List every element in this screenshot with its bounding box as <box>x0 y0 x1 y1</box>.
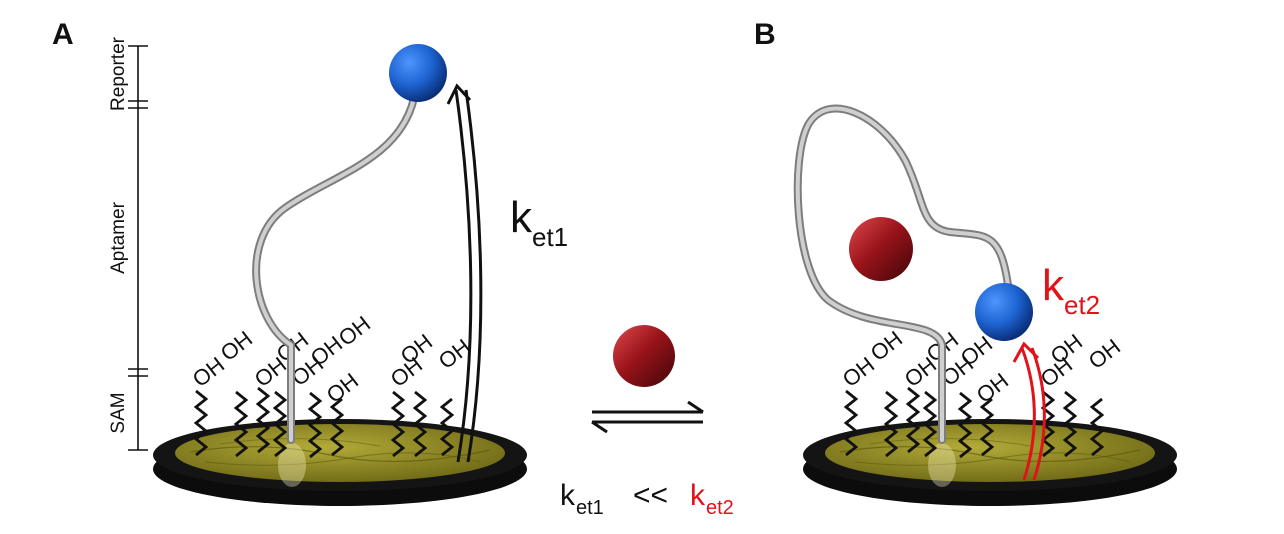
svg-text:et2: et2 <box>1064 290 1100 320</box>
svg-text:k: k <box>690 479 706 512</box>
redox-reporter-a <box>389 44 447 102</box>
free-target-molecule <box>613 325 675 387</box>
scale-bar <box>128 45 148 451</box>
svg-text:OH: OH <box>216 326 257 366</box>
panel-label-a: A <box>52 18 74 51</box>
svg-text:<<: << <box>633 479 668 512</box>
svg-text:OH: OH <box>972 368 1013 408</box>
svg-text:OH: OH <box>188 352 229 392</box>
scale-label-sam: SAM <box>108 392 129 433</box>
gold-electrode-a <box>153 419 527 506</box>
svg-text:et1: et1 <box>532 222 568 252</box>
scale-label-reporter: Reporter <box>108 36 129 111</box>
scale-label-aptamer: Aptamer <box>108 201 129 273</box>
oh-group-a: OH OH OH OH OH OH OH OH OH OH OH <box>188 311 475 408</box>
electron-transfer-arrow-a <box>446 83 483 463</box>
equilibrium-arrows <box>591 400 704 434</box>
panel-label-b: B <box>754 18 776 51</box>
svg-text:k: k <box>510 193 533 242</box>
svg-text:OH: OH <box>838 352 879 392</box>
svg-text:OH: OH <box>1084 334 1125 374</box>
svg-text:k: k <box>1042 261 1065 310</box>
bound-target-molecule <box>849 217 913 281</box>
electron-transfer-arrow-b <box>1012 341 1046 481</box>
svg-text:OH: OH <box>322 368 363 408</box>
redox-reporter-b <box>975 283 1033 341</box>
svg-text:OH: OH <box>866 326 907 366</box>
svg-text:k: k <box>560 479 576 512</box>
rate-label-a: k et1 <box>510 193 568 252</box>
aptamer-strand-b <box>793 104 1012 444</box>
sam-layer-a <box>193 386 455 459</box>
oh-group-b: OH OH OH OH OH OH OH OH OH OH <box>838 326 1125 408</box>
rate-label-b: k et2 <box>1042 261 1100 320</box>
sam-layer-b <box>843 386 1105 459</box>
rate-comparison: k et1 << k et2 <box>560 479 734 519</box>
svg-text:et1: et1 <box>576 497 604 519</box>
aptamer-strand-a <box>252 94 418 444</box>
gold-electrode-b <box>803 419 1177 506</box>
svg-text:et2: et2 <box>706 497 734 519</box>
